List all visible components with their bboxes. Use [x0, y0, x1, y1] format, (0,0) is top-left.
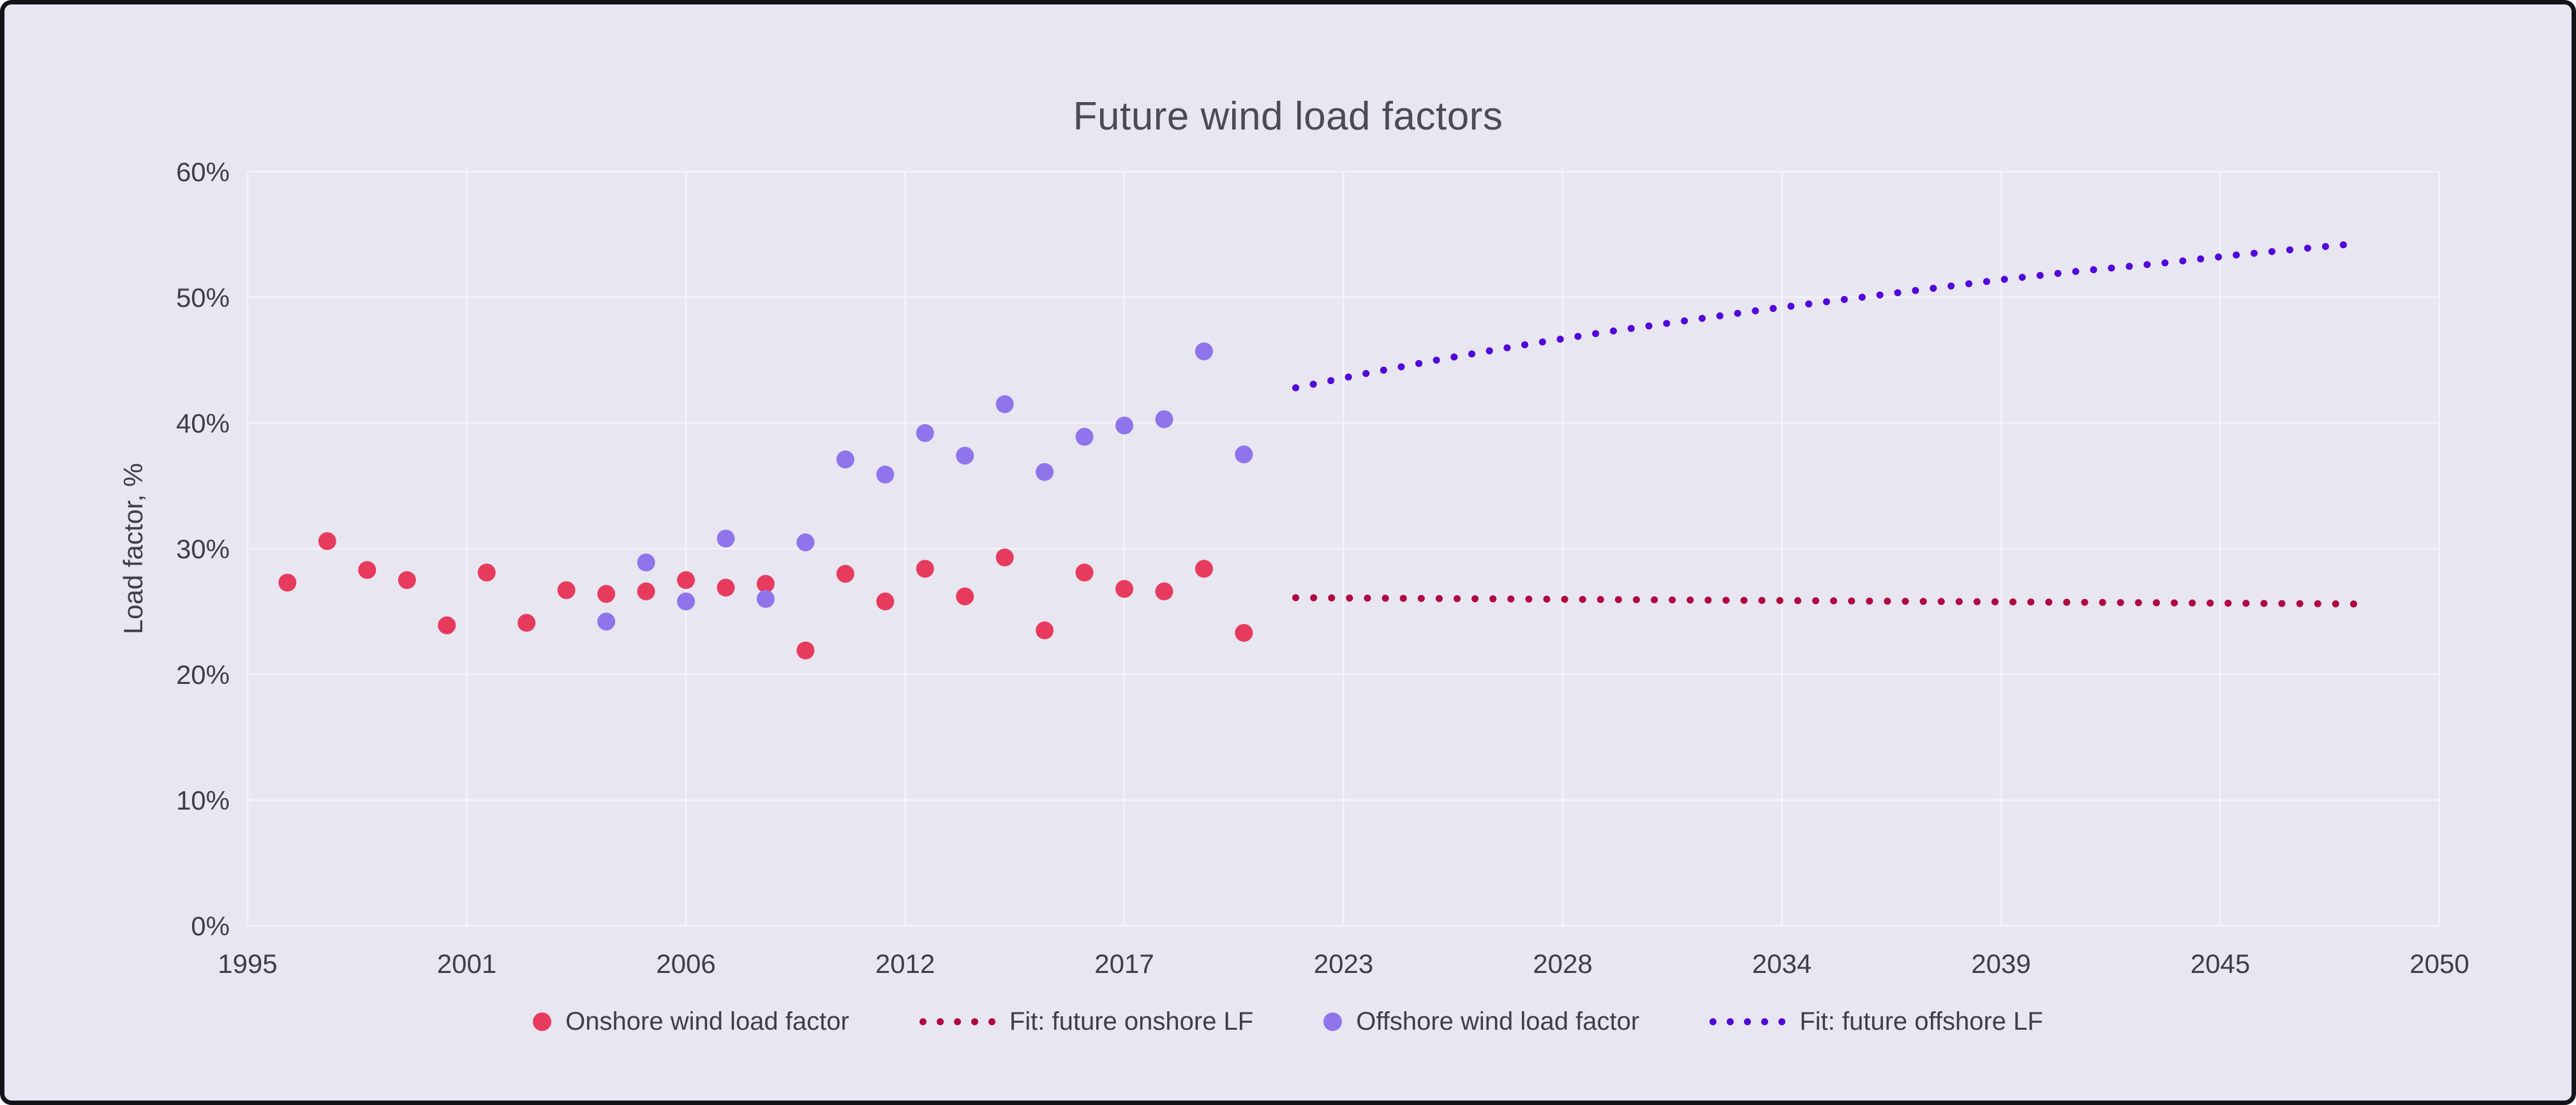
- svg-text:2006: 2006: [656, 949, 715, 979]
- series-offshore-wind-load-factor: [597, 342, 1253, 631]
- onshore-fit-line-icon: [919, 1018, 995, 1025]
- svg-text:50%: 50%: [176, 283, 230, 313]
- svg-text:2045: 2045: [2191, 949, 2250, 979]
- svg-text:2012: 2012: [875, 949, 935, 979]
- series-fit-future-offshore-lf: [1292, 239, 2364, 392]
- svg-text:10%: 10%: [176, 785, 230, 815]
- svg-text:2028: 2028: [1533, 949, 1592, 979]
- svg-text:2034: 2034: [1752, 949, 1812, 979]
- legend: Onshore wind load factor Fit: future ons…: [4, 1007, 2572, 1036]
- legend-label-offshore-fit: Fit: future offshore LF: [1799, 1007, 2043, 1035]
- chart-plot-area: 1995 2001 2006 2012 2017 2023 2028 2034 2039 2045…: [118, 157, 2469, 979]
- legend-item-onshore-points[interactable]: Onshore wind load factor: [533, 1007, 849, 1036]
- x-axis-tick-labels: 1995 2001 2006 2012 2017 2023 2028 2034 2039 2045…: [218, 949, 2469, 979]
- svg-text:2039: 2039: [1971, 949, 2030, 979]
- svg-text:2050: 2050: [2409, 949, 2469, 979]
- legend-label-onshore-fit: Fit: future onshore LF: [1009, 1007, 1254, 1035]
- legend-item-onshore-fit[interactable]: Fit: future onshore LF: [919, 1007, 1253, 1036]
- offshore-marker-icon: [1323, 1012, 1343, 1031]
- svg-text:60%: 60%: [176, 157, 230, 187]
- onshore-marker-icon: [533, 1012, 552, 1031]
- svg-text:1995: 1995: [218, 949, 277, 979]
- svg-text:20%: 20%: [176, 660, 230, 690]
- legend-item-offshore-points[interactable]: Offshore wind load factor: [1323, 1007, 1639, 1036]
- series-onshore-wind-load-factor: [278, 532, 1253, 660]
- series-fit-future-onshore-lf: [1292, 594, 2364, 608]
- chart-title: Future wind load factors: [1073, 94, 1503, 138]
- gridlines: [246, 170, 2441, 927]
- y-axis-title: Load factor, %: [118, 463, 148, 635]
- svg-text:2017: 2017: [1094, 949, 1154, 979]
- y-axis-tick-labels: 0% 10% 20% 30% 40% 50% 60%: [176, 157, 230, 941]
- offshore-fit-line-icon: [1709, 1018, 1786, 1025]
- svg-text:2023: 2023: [1314, 949, 1373, 979]
- svg-text:30%: 30%: [176, 534, 230, 564]
- legend-label-offshore-points: Offshore wind load factor: [1356, 1007, 1640, 1035]
- svg-text:2001: 2001: [437, 949, 496, 979]
- svg-text:40%: 40%: [176, 408, 230, 438]
- svg-text:0%: 0%: [191, 911, 230, 941]
- legend-item-offshore-fit[interactable]: Fit: future offshore LF: [1709, 1007, 2043, 1036]
- legend-label-onshore-points: Onshore wind load factor: [565, 1007, 849, 1035]
